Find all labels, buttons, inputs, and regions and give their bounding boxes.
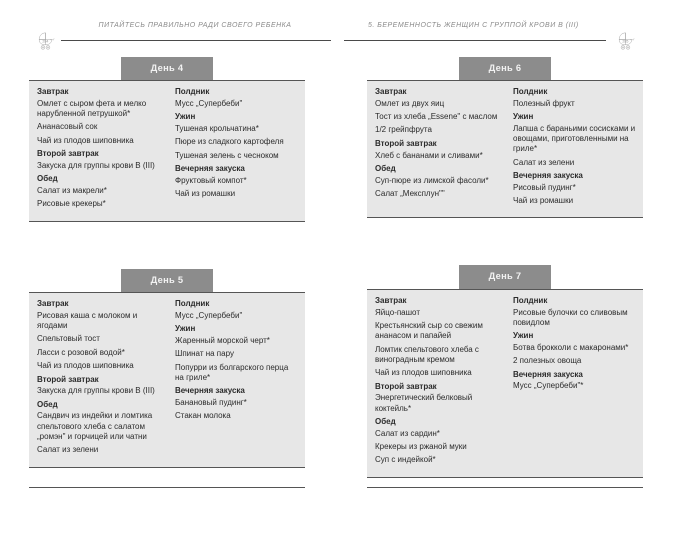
svg-text:284: 284 xyxy=(42,40,48,44)
svg-text:285: 285 xyxy=(622,40,628,44)
